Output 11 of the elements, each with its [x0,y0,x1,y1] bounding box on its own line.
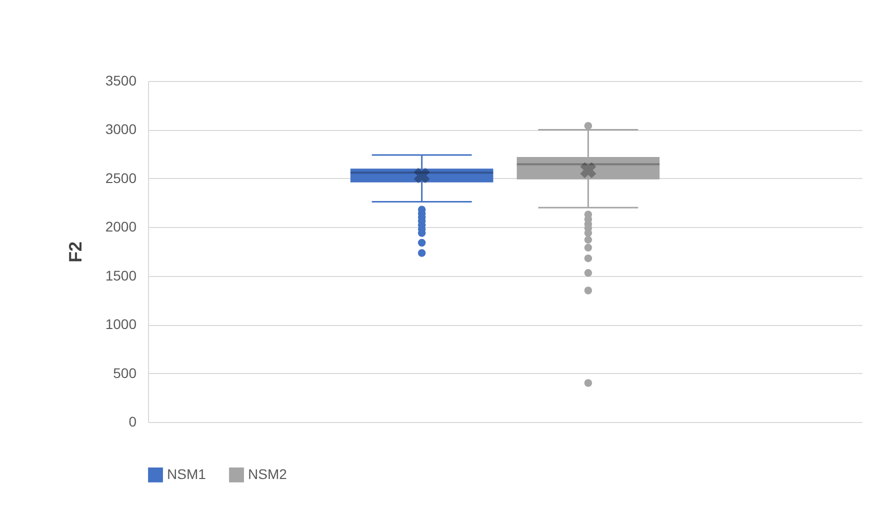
y-tick-label: 3000 [105,121,137,138]
legend-label: NSM1 [167,466,206,482]
y-tick-label: 2000 [105,218,137,235]
y-tick-label: 1500 [105,267,137,284]
y-tick-label: 3500 [105,72,137,88]
y-axis-title: F2 [65,241,86,263]
y-tick-label: 1000 [105,316,137,332]
legend-label: NSM2 [248,466,288,482]
y-tick-label: 500 [113,364,137,381]
y-tick-label: 0 [128,414,137,430]
y-tick-label: 2500 [105,170,137,186]
